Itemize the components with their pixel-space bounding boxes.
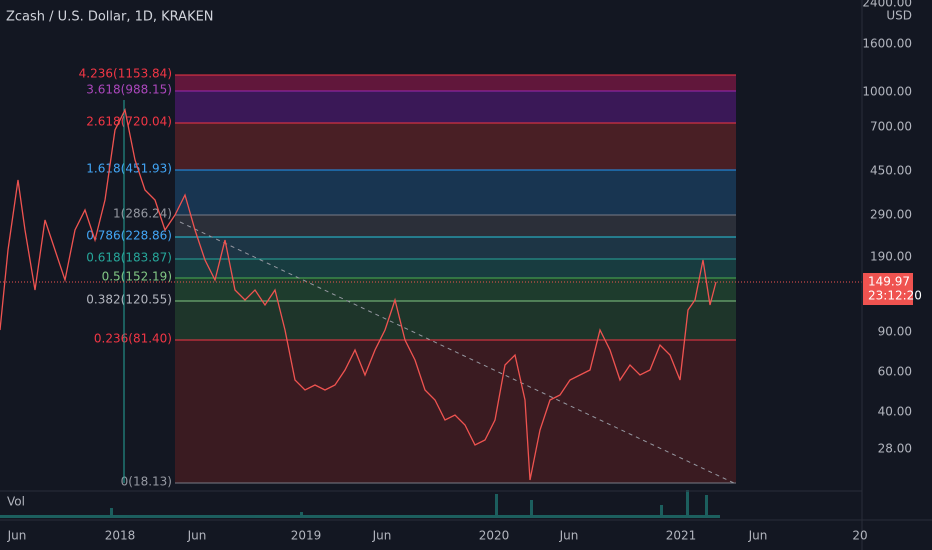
fib-label: 0.786(228.86): [86, 229, 172, 243]
time-axis-label: Jun: [559, 529, 579, 543]
price-axis-label: 28.00: [878, 442, 912, 456]
price-axis-label: 2400.00: [862, 0, 912, 10]
price-axis-label: 60.00: [878, 365, 912, 379]
time-axis-label: 2019: [291, 529, 322, 543]
fib-label: 0.236(81.40): [94, 332, 172, 346]
price-axis-label: USD: [886, 9, 912, 23]
fib-zone: [175, 215, 736, 237]
trend-line: [179, 221, 737, 485]
time-axis-label: 20: [852, 529, 867, 543]
current-price: 149.97: [868, 275, 910, 289]
price-badge: [863, 273, 913, 305]
fib-label: 3.618(988.15): [86, 83, 172, 97]
time-axis-label: Jun: [7, 529, 27, 543]
fib-label: 0(18.13): [121, 475, 172, 489]
time-axis-label: 2018: [105, 529, 136, 543]
fib-label: 0.382(120.55): [86, 293, 172, 307]
fib-zone: [175, 237, 736, 259]
fib-zone: [175, 75, 736, 91]
price-line: [0, 108, 717, 481]
fib-zone: [175, 278, 736, 301]
fib-label: 2.618(720.04): [86, 115, 172, 129]
price-axis-label: 90.00: [878, 325, 912, 339]
price-axis-label: 1000.00: [862, 85, 912, 99]
fib-zones: 4.236(1153.84) 3.618(988.15) 2.618(720.04)…: [79, 67, 736, 489]
fib-label: 4.236(1153.84): [79, 67, 172, 81]
countdown: 23:12:20: [868, 289, 922, 303]
volume-bars: [0, 490, 720, 518]
price-axis-label: 40.00: [878, 405, 912, 419]
symbol-title: Zcash / U.S. Dollar, 1D, KRAKEN: [6, 10, 214, 25]
fib-zone: [175, 123, 736, 170]
fib-label: 0.618(183.87): [86, 251, 172, 265]
price-axis-label: 190.00: [870, 250, 912, 264]
fib-zone: [175, 170, 736, 215]
time-axis-label: Jun: [187, 529, 207, 543]
fib-zone: [175, 91, 736, 123]
time-axis-label: 2021: [666, 529, 697, 543]
time-axis-label: Jun: [372, 529, 392, 543]
volume-label: Vol: [7, 495, 25, 509]
fib-zone: [175, 259, 736, 278]
fib-zone: [175, 301, 736, 340]
fib-label: 0.5(152.19): [102, 270, 172, 284]
fib-label: 1.618(451.93): [86, 162, 172, 176]
time-axis-label: Jun: [748, 529, 768, 543]
fib-zone: [175, 340, 736, 483]
price-axis-label: 450.00: [870, 164, 912, 178]
fib-label: 1(286.24): [113, 207, 172, 221]
price-axis-label: 290.00: [870, 208, 912, 222]
price-axis-label: 1600.00: [862, 37, 912, 51]
price-axis-label: 700.00: [870, 120, 912, 134]
time-axis-label: 2020: [479, 529, 510, 543]
